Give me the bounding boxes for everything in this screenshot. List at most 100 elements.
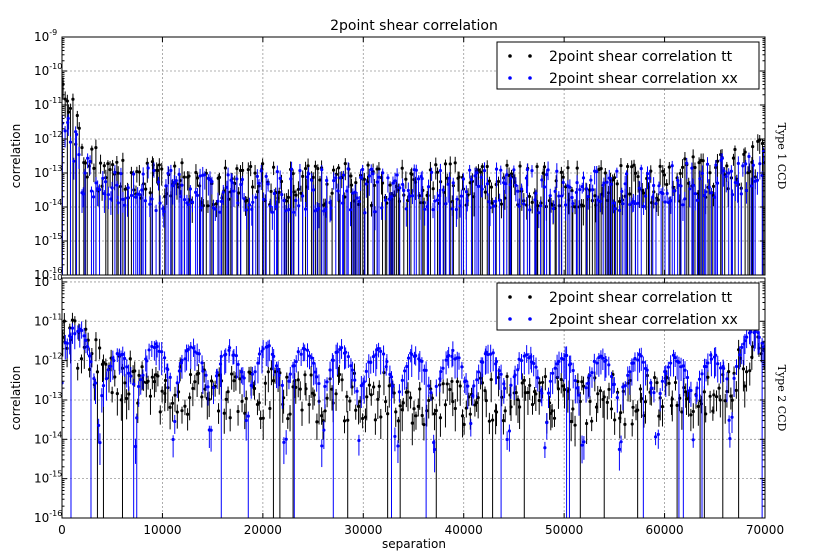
data-point [224,352,228,357]
data-point [108,168,112,172]
data-point [464,190,468,194]
data-point [137,373,141,377]
data-point [473,174,477,178]
data-point [559,377,563,382]
data-point [669,198,673,203]
legend-box [496,282,760,331]
data-point [175,381,179,385]
data-point [502,386,507,390]
legend: 2point shear correlation tt 2point shear … [496,282,760,331]
data-point [719,366,723,370]
data-point [689,413,693,417]
data-point [266,370,270,374]
data-point [200,395,204,399]
data-point [725,164,729,168]
data-point [420,359,424,363]
data-point [441,366,445,370]
y-tick-label: 10-12 [34,352,62,368]
data-point [182,198,187,202]
data-point [297,204,301,208]
data-point [468,412,472,416]
data-point [349,183,354,187]
data-point [457,175,461,179]
data-point [388,183,392,187]
data-point [250,372,254,376]
data-point [404,177,408,181]
data-point [325,396,329,400]
data-point [489,377,493,382]
data-point [194,170,198,175]
data-point [129,193,134,198]
x-tick-label: 30000 [344,523,382,537]
data-point [280,383,284,387]
data-point [156,168,160,173]
data-point [525,167,529,172]
data-point [762,345,765,349]
data-point [540,178,544,182]
data-point [416,177,421,181]
data-point [500,395,504,399]
data-point [325,178,329,183]
data-point [666,365,670,369]
data-point [418,387,422,391]
data-point [369,360,373,365]
data-point [88,367,92,372]
data-point [454,207,458,212]
data-point [155,344,159,349]
data-point [588,399,592,404]
data-point [349,364,353,368]
data-point [186,202,190,207]
data-point [89,360,93,364]
data-point [414,414,418,418]
data-point [586,381,590,385]
data-point [465,199,469,203]
data-point [272,354,276,358]
data-point [232,353,236,357]
data-point [734,364,739,369]
data-point [631,405,635,409]
data-point [571,368,575,373]
data-point [375,180,379,184]
data-point [303,373,307,377]
data-point [294,360,298,364]
data-point [661,169,665,173]
data-point [215,371,219,375]
data-point [139,378,143,382]
data-point [346,167,350,171]
data-point [652,183,656,188]
data-point [673,356,677,360]
data-point [641,360,645,364]
data-point [158,410,162,414]
data-point [538,204,543,208]
data-point [256,361,260,365]
y-tick-label: 10-15 [34,470,62,486]
data-point [639,396,644,401]
data-point [162,210,166,214]
data-point [127,392,131,396]
data-point [473,403,477,407]
data-point [334,392,338,396]
data-point [188,372,193,377]
data-point [242,376,246,380]
data-point [571,201,575,206]
data-point [171,437,175,442]
data-point [707,185,711,189]
data-point [691,438,695,442]
data-point [188,187,192,191]
data-point [377,175,381,179]
data-point [747,154,751,159]
data-point [667,381,671,385]
data-point [513,373,517,377]
y-axis-label: correlation [9,366,23,430]
data-point [557,359,561,363]
data-point [553,189,557,193]
data-point [522,354,526,358]
data-point [349,174,353,178]
data-point [598,199,602,203]
data-point [403,369,407,373]
data-point [545,173,549,177]
data-point [430,170,434,174]
data-point [681,364,685,368]
data-point [369,393,373,397]
data-point [576,379,580,384]
